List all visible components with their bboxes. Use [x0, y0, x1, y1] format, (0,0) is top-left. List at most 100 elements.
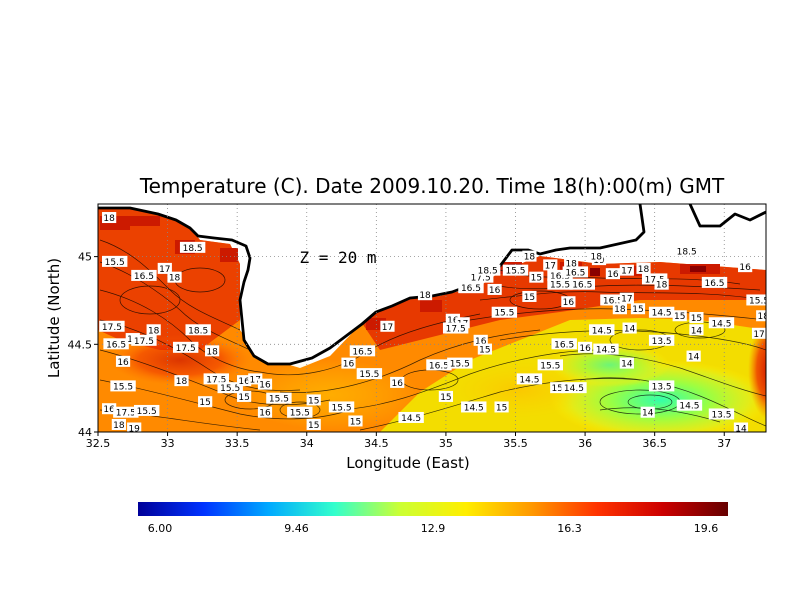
contour-label: 14.5 — [519, 375, 539, 385]
depth-label: Z = 20 m — [299, 248, 376, 267]
contour-label-box — [157, 262, 172, 274]
contour-label: 18 — [757, 312, 769, 322]
x-axis-ticks: 32.5 33 33.5 34 34.5 35 35.5 36 36.5 37 — [86, 432, 731, 450]
contour-label: 15.5 — [494, 309, 514, 319]
contour-label: 16.5 — [603, 296, 623, 306]
contour-label-box — [589, 250, 604, 262]
contour-label-box — [257, 406, 273, 418]
contour-label: 15 — [691, 314, 702, 324]
contour-label-box — [547, 278, 573, 290]
contour-label-box — [686, 350, 701, 362]
contour-label-box — [348, 415, 363, 427]
contour-label-box — [547, 269, 573, 281]
contour-label: 15 — [308, 396, 319, 406]
contour-label-box — [619, 264, 634, 276]
contour-label-box — [746, 294, 766, 306]
contour-label: 16 — [475, 337, 487, 347]
contour-label: 18 — [169, 274, 181, 284]
x-tick-label: 33.5 — [225, 437, 250, 450]
contour-labels: 1818.515.516.5171817.516.51717.51818.517… — [99, 212, 769, 434]
contour-label: 17 — [159, 265, 170, 275]
contour-label-box — [266, 392, 292, 404]
contour-label-box — [491, 306, 518, 318]
contour-label-box — [217, 382, 243, 394]
contour-label-box — [131, 269, 157, 281]
contour-label: 16 — [563, 298, 575, 308]
contour-label-box — [473, 334, 488, 346]
contour-label: 16.5 — [461, 284, 481, 294]
contour-label-box — [237, 390, 252, 402]
land-crimea — [98, 204, 766, 364]
contour-label-box — [198, 396, 213, 408]
contour-label: 16.5 — [106, 340, 126, 350]
x-axis-label: Longitude (East) — [346, 454, 469, 472]
contour-label: 14 — [735, 424, 747, 434]
contour-label: 17.5 — [471, 274, 491, 284]
contour-label-box — [708, 408, 735, 420]
x-tick-label: 36 — [578, 437, 592, 450]
contour-label: 15.5 — [220, 384, 240, 394]
contour-label: 17.5 — [176, 344, 196, 354]
contour-label: 17.5 — [102, 323, 122, 333]
contour-label: 16.5 — [429, 361, 449, 371]
contour-label-box — [516, 373, 543, 385]
contour-label: 18 — [176, 377, 188, 387]
contour-label-box — [673, 245, 700, 257]
contour-label-box — [458, 282, 484, 294]
contour-label-box — [612, 303, 627, 315]
contour-label-box — [561, 296, 576, 308]
contour-label-box — [306, 394, 321, 406]
contour-label: 17 — [753, 330, 764, 340]
contour-label: 14.5 — [401, 414, 421, 424]
contour-label-box — [380, 320, 395, 332]
contour-label: 13.5 — [652, 337, 672, 347]
contour-label-box — [203, 373, 229, 385]
contour-label: 17.5 — [116, 409, 136, 419]
land — [98, 204, 766, 364]
contour-label-box — [562, 266, 589, 278]
colorbar-bar — [138, 502, 728, 516]
contour-label: 19 — [128, 424, 140, 434]
contour-label-box — [167, 271, 182, 283]
contour-label: 15.5 — [359, 370, 379, 380]
contour-label: 16.5 — [565, 268, 585, 278]
contour-label-box — [474, 264, 501, 276]
contour-label: 15 — [199, 398, 210, 408]
contour-label: 18 — [590, 253, 602, 263]
contour-label-box — [356, 368, 383, 380]
contour-label-box — [569, 278, 595, 290]
y-axis-ticks: 44 44.5 45 — [68, 251, 98, 439]
contour-label: 15 — [440, 393, 451, 403]
contour-label: 15.5 — [540, 361, 560, 371]
contour-label-box — [600, 294, 626, 306]
contour-label-box — [551, 338, 577, 350]
contour-label: 17 — [545, 261, 556, 271]
contour-label: 16.5 — [572, 281, 592, 291]
contour-label: 15.5 — [269, 395, 289, 405]
contour-label-box — [445, 313, 460, 325]
contour-label-box — [654, 278, 669, 290]
contour-label-box — [593, 343, 619, 355]
contour-label: 13.5 — [652, 382, 672, 392]
contour-label-box — [733, 422, 749, 432]
contour-label: 15 — [496, 403, 507, 413]
contour-label: 16.5 — [352, 347, 372, 357]
contour-label-box — [636, 262, 651, 274]
colorbar-labels: 6.00 9.46 12.9 16.3 19.6 — [148, 522, 719, 535]
contour-label: 17 — [621, 295, 632, 305]
x-tick-label: 35.5 — [503, 437, 528, 450]
contour-label: 15.5 — [113, 382, 133, 392]
contour-label: 16 — [447, 316, 459, 326]
contour-label-box — [529, 271, 544, 283]
contour-label: 16 — [103, 405, 115, 415]
contour-label: 15 — [552, 384, 563, 394]
colorbar-tick-label: 6.00 — [148, 522, 173, 535]
x-tick-label: 32.5 — [86, 437, 111, 450]
contour-label-box — [756, 310, 766, 322]
contour-label: 18 — [656, 281, 668, 291]
contour-label-box — [447, 357, 473, 369]
contour-label-box — [306, 418, 321, 430]
contour-label: 15.5 — [137, 407, 157, 417]
colorbar-tick-label: 16.3 — [557, 522, 582, 535]
contour-label: 18.5 — [183, 244, 203, 254]
